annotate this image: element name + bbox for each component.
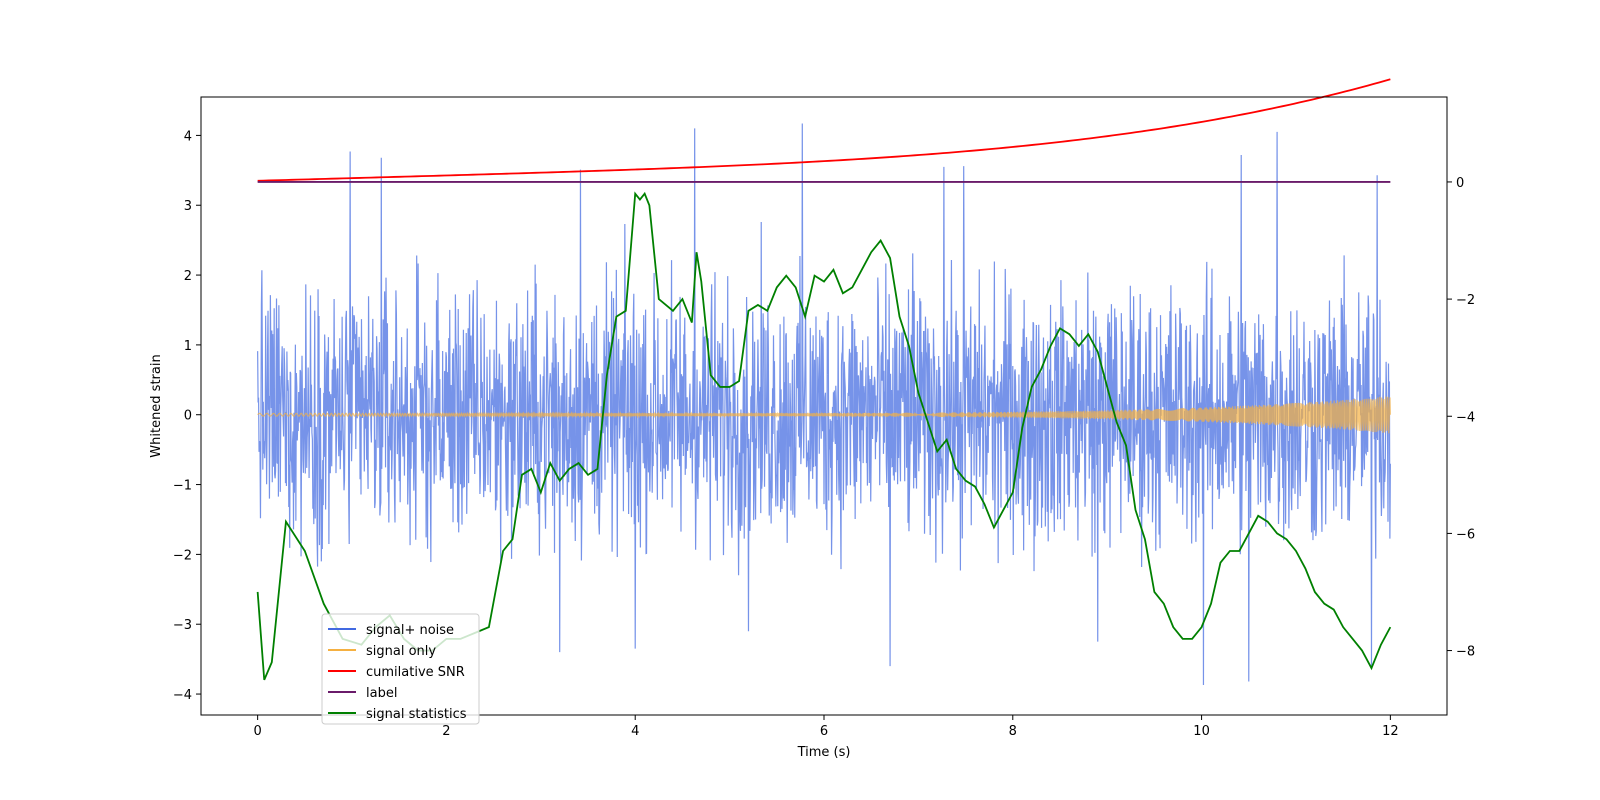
- legend-label: signal+ noise: [366, 623, 454, 638]
- legend-label: signal statistics: [366, 707, 467, 722]
- x-tick-label: 8: [1009, 724, 1017, 739]
- y2-tick-label: −2: [1456, 293, 1475, 308]
- y2-tick-label: −8: [1456, 645, 1475, 660]
- y2-tick-label: 0: [1456, 176, 1464, 191]
- x-tick-label: 12: [1382, 724, 1399, 739]
- legend: signal+ noise signal only cumilative SNR la…: [321, 613, 480, 725]
- y-tick-label: −2: [173, 548, 192, 563]
- y-tick-label: 2: [184, 269, 192, 284]
- y-tick-label: 3: [184, 199, 192, 214]
- legend-label: signal only: [366, 644, 436, 659]
- y-tick-label: −1: [173, 479, 192, 494]
- x-tick-label: 2: [442, 724, 450, 739]
- y-tick-label: 1: [184, 339, 192, 354]
- series-layer: [256, 78, 1392, 685]
- series-cumulative-snr: [257, 78, 1391, 182]
- y-tick-label: 0: [184, 409, 192, 424]
- y2-tick-label: −4: [1456, 410, 1475, 425]
- y-axis-right: −8 −6 −4 −2 0: [1447, 176, 1475, 660]
- y-tick-label: 4: [184, 129, 192, 144]
- x-axis-label: Time (s): [797, 745, 851, 760]
- y-axis-left: −4 −3 −2 −1 0 1 2 3 4: [173, 129, 201, 703]
- y-tick-label: −3: [173, 618, 192, 633]
- y-tick-label: −4: [173, 688, 192, 703]
- series-signal-statistics: [256, 191, 1392, 681]
- x-tick-label: 10: [1193, 724, 1210, 739]
- y2-tick-label: −6: [1456, 527, 1475, 542]
- legend-label: label: [366, 686, 397, 701]
- x-tick-label: 0: [253, 724, 261, 739]
- x-tick-label: 4: [631, 724, 639, 739]
- legend-box: [321, 613, 480, 725]
- series-signal-only: [257, 396, 1391, 434]
- x-tick-label: 6: [820, 724, 828, 739]
- legend-label: cumilative SNR: [366, 665, 465, 680]
- y-axis-label: Whitened strain: [149, 354, 164, 457]
